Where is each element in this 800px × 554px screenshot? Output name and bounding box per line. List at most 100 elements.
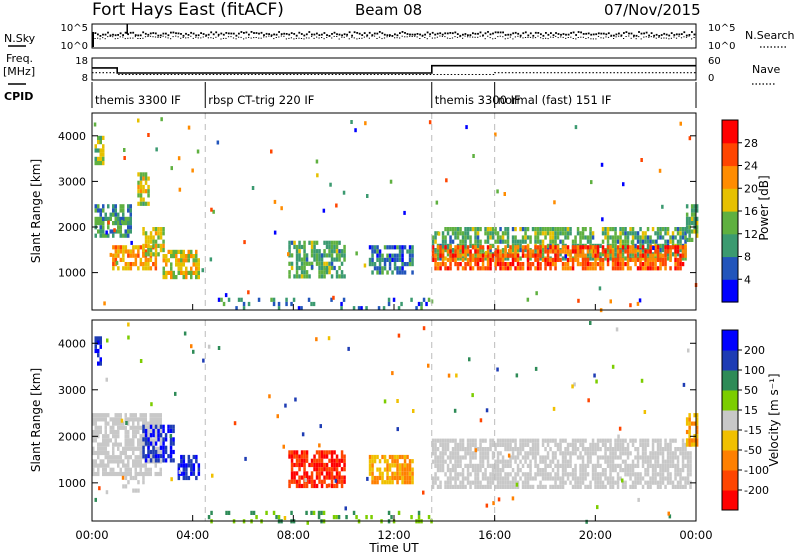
velocity-cell <box>412 409 415 413</box>
power-cell <box>459 227 462 232</box>
velocity-cell <box>318 458 321 463</box>
velocity-cell <box>496 476 500 481</box>
noise-point <box>316 36 318 38</box>
power-cell <box>571 262 575 267</box>
power-cell <box>535 291 538 296</box>
noise-point <box>278 36 280 38</box>
velocity-cell <box>97 463 100 468</box>
power-cell <box>459 239 462 244</box>
power-cell <box>571 266 575 271</box>
power-cell <box>142 201 145 206</box>
noise-point <box>180 33 182 35</box>
cpid-segment-label: themis 3300 IF <box>435 93 521 107</box>
velocity-cell <box>144 413 147 418</box>
power-cell <box>559 257 562 262</box>
velocity-cell <box>431 480 435 485</box>
velocity-cell <box>107 421 110 426</box>
velocity-cell <box>626 451 630 456</box>
velocity-cell <box>514 484 517 489</box>
noise-point <box>411 33 414 36</box>
velocity-cell <box>519 468 522 473</box>
power-cell <box>288 261 291 266</box>
noise-point <box>494 37 496 39</box>
noise-point <box>590 33 593 36</box>
power-cell <box>330 261 334 266</box>
power-cell <box>486 262 490 267</box>
velocity-cell <box>169 445 173 450</box>
velocity-cell <box>674 451 677 456</box>
power-cell <box>157 227 160 232</box>
power-cell <box>393 266 397 271</box>
noise-point <box>275 37 277 38</box>
velocity-cell <box>536 442 540 447</box>
velocity-cell <box>144 471 147 477</box>
power-cell <box>614 262 617 267</box>
power-cell <box>671 235 675 240</box>
power-cell <box>368 245 372 250</box>
velocity-cell <box>162 458 165 463</box>
power-cell <box>431 253 435 258</box>
velocity-cell <box>94 438 97 443</box>
velocity-cell <box>97 353 100 358</box>
velocity-cell <box>544 472 547 477</box>
velocity-colorbar-swatch <box>722 430 738 451</box>
xtick-label: 00:00 <box>75 528 108 542</box>
power-cell <box>611 243 615 248</box>
noise-point <box>633 36 635 38</box>
power-cell <box>684 249 687 254</box>
noise-point <box>366 36 368 38</box>
velocity-cell <box>564 451 567 456</box>
velocity-cell <box>335 471 339 476</box>
velocity-cell <box>679 476 682 481</box>
velocity-cell <box>157 417 160 422</box>
noise-point <box>107 36 109 38</box>
velocity-cell <box>621 459 625 464</box>
velocity-cell <box>124 442 127 447</box>
power-cell <box>614 257 617 262</box>
velocity-cell <box>139 446 142 451</box>
power-cell <box>566 249 570 254</box>
power-cell <box>631 227 635 232</box>
noise-point <box>119 32 122 35</box>
velocity-cell <box>132 459 135 464</box>
power-cell <box>310 261 314 266</box>
velocity-cell <box>244 456 247 461</box>
velocity-cell <box>147 441 150 446</box>
power-cell <box>112 245 115 250</box>
power-cell <box>99 229 102 234</box>
velocity-cell <box>541 438 545 443</box>
power-cell <box>99 140 102 145</box>
velocity-cell <box>305 510 308 515</box>
velocity-cell <box>549 438 552 443</box>
velocity-cell <box>646 480 650 485</box>
velocity-cell <box>491 442 495 447</box>
power-cell <box>514 266 517 271</box>
velocity-cell <box>634 472 637 477</box>
velocity-cell <box>335 483 339 489</box>
noise-point <box>421 34 424 37</box>
power-cell <box>310 253 314 258</box>
velocity-cell <box>609 438 612 443</box>
power-cell <box>364 121 367 126</box>
noise-point <box>321 33 323 36</box>
noise-point <box>504 38 506 40</box>
velocity-cell <box>327 483 331 488</box>
power-cell <box>639 243 642 248</box>
power-cell <box>371 262 374 267</box>
velocity-cell <box>690 421 694 426</box>
noise-point <box>414 35 416 37</box>
velocity-cell <box>107 442 110 447</box>
velocity-cell <box>207 515 211 520</box>
power-cell <box>117 245 120 250</box>
power-cell <box>127 249 130 254</box>
power-cell <box>601 231 605 236</box>
power-cell <box>305 257 309 262</box>
power-cell <box>641 231 645 236</box>
power-cell <box>119 229 122 234</box>
velocity-cell <box>122 484 125 489</box>
velocity-cell <box>496 451 500 456</box>
velocity-cell <box>619 451 622 456</box>
velocity-cell <box>616 480 620 485</box>
velocity-cell <box>664 476 667 481</box>
power-cell <box>439 253 442 258</box>
